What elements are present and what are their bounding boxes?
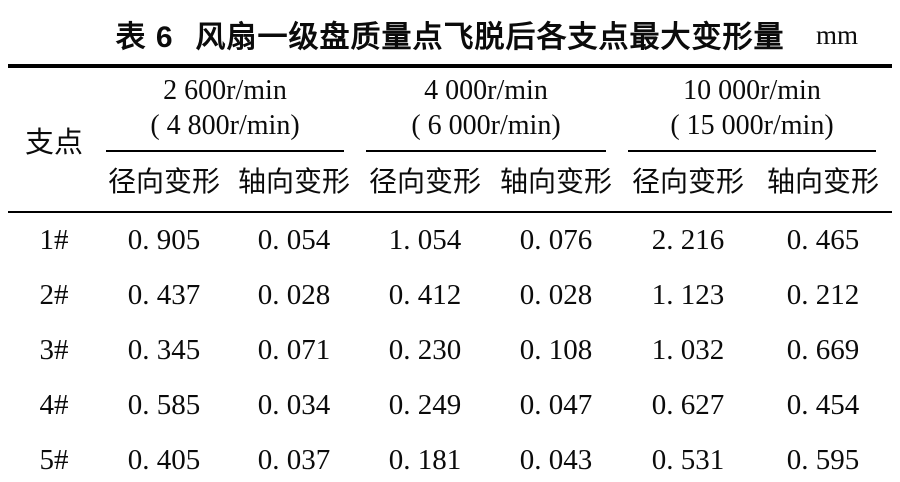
header-row-deformation-types: 径向变形 轴向变形 径向变形 轴向变形 径向变形 轴向变形 [8,152,892,213]
cell: 0. 465 [786,224,860,256]
speed-group-2: 4 000r/min ( 6 000r/min) [360,66,622,152]
unit-label: mm [815,20,858,50]
row-label: 2# [39,279,69,311]
speed-primary: 4 000r/min [424,75,548,106]
cell: 0. 345 [127,334,201,366]
cell: 0. 212 [786,279,860,311]
deformation-table: 支点 2 600r/min ( 4 800r/min) 4 000r/min (… [8,64,892,482]
cell: 0. 043 [519,444,593,476]
table-row: 3# 0. 345 0. 071 0. 230 0. 108 1. 032 0.… [8,323,892,378]
table-number: 表 6 [115,21,174,54]
cell: 0. 230 [388,334,462,366]
cell: 1. 123 [651,279,725,311]
cell: 0. 905 [127,224,201,256]
row-label: 1# [39,224,69,256]
cell: 0. 249 [388,389,462,421]
cell: 0. 047 [519,389,593,421]
cell: 0. 028 [519,279,593,311]
speed-group-2-head: 4 000r/min ( 6 000r/min) [366,73,606,152]
subcol-axial-1: 轴向变形 [228,152,360,213]
cell: 0. 028 [257,279,331,311]
speed-secondary: ( 15 000r/min) [670,110,834,141]
cell: 0. 595 [786,444,860,476]
subcol-radial-3: 径向变形 [622,152,754,213]
cell: 0. 412 [388,279,462,311]
table-row: 5# 0. 405 0. 037 0. 181 0. 043 0. 531 0.… [8,433,892,482]
table-title-text: 风扇一级盘质量点飞脱后各支点最大变形量 [195,21,785,54]
cell: 0. 454 [786,389,860,421]
speed-secondary: ( 6 000r/min) [411,110,561,141]
speed-group-3-head: 10 000r/min ( 15 000r/min) [628,73,876,152]
cell: 0. 037 [257,444,331,476]
speed-primary: 10 000r/min [683,75,821,106]
cell: 0. 071 [257,334,331,366]
cell: 0. 405 [127,444,201,476]
cell: 0. 054 [257,224,331,256]
table-row: 4# 0. 585 0. 034 0. 249 0. 047 0. 627 0.… [8,378,892,433]
cell: 0. 669 [786,334,860,366]
row-label: 5# [39,444,69,476]
cell: 0. 585 [127,389,201,421]
speed-group-3: 10 000r/min ( 15 000r/min) [622,66,892,152]
header-row-speeds: 支点 2 600r/min ( 4 800r/min) 4 000r/min (… [8,66,892,213]
table-caption-row: 表 6 风扇一级盘质量点飞脱后各支点最大变形量 mm [0,0,900,64]
cell: 0. 181 [388,444,462,476]
col-header-support-point: 支点 [8,66,100,213]
table-row: 1# 0. 905 0. 054 1. 054 0. 076 2. 216 0.… [8,212,892,268]
cell: 0. 108 [519,334,593,366]
cell: 0. 034 [257,389,331,421]
row-label: 3# [39,334,69,366]
cell: 0. 531 [651,444,725,476]
subcol-radial-1: 径向变形 [100,152,228,213]
cell: 0. 437 [127,279,201,311]
table-row: 2# 0. 437 0. 028 0. 412 0. 028 1. 123 0.… [8,268,892,323]
speed-group-1: 2 600r/min ( 4 800r/min) [100,66,360,152]
cell: 1. 032 [651,334,725,366]
speed-group-1-head: 2 600r/min ( 4 800r/min) [106,73,344,152]
cell: 2. 216 [651,224,725,256]
cell: 0. 627 [651,389,725,421]
subcol-axial-2: 轴向变形 [490,152,622,213]
subcol-axial-3: 轴向变形 [754,152,892,213]
speed-primary: 2 600r/min [163,75,287,106]
speed-secondary: ( 4 800r/min) [150,110,300,141]
cell: 0. 076 [519,224,593,256]
table-caption: 表 6 风扇一级盘质量点飞脱后各支点最大变形量 [115,12,784,56]
row-label: 4# [39,389,69,421]
cell: 1. 054 [388,224,462,256]
subcol-radial-2: 径向变形 [360,152,490,213]
